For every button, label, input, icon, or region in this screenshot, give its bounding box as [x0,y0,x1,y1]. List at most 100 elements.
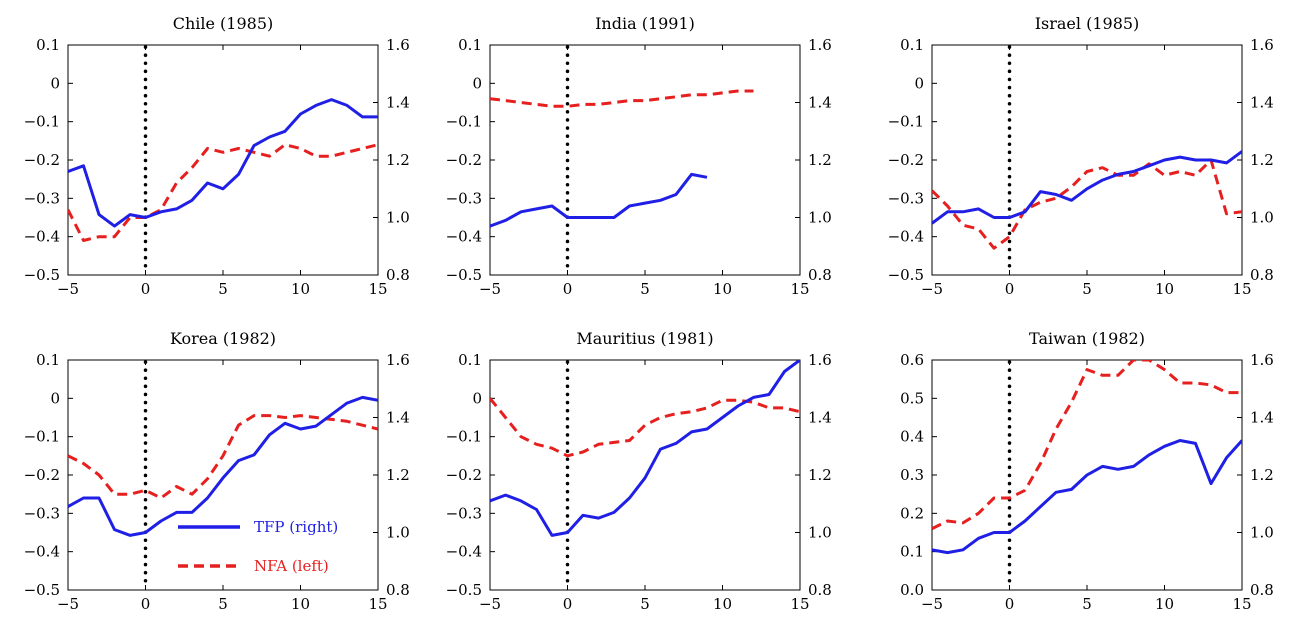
y-right-tick-label: 1.4 [386,94,410,112]
x-tick-label: 15 [368,595,387,613]
y-left-tick-label: 0 [50,74,60,92]
y-left-tick-label: −0.3 [24,189,60,207]
x-tick-label: 10 [291,595,310,613]
chart-panels: Chile (1985) −5 0 5 10 15 −0.5 −0.4 −0.3 −0.2 −0.1… [24,14,1274,613]
x-tick-label: 0 [563,595,573,613]
y-left-tick-label: −0.5 [446,581,482,599]
y-right-tick-label: 1.0 [1250,524,1274,542]
x-tick-label: 5 [640,280,650,298]
y-right-tick-label: 1.2 [1250,151,1274,169]
y-left-tick-label: 0.1 [458,36,482,54]
nfa-series-line [490,397,800,458]
y-right-tick-label: 1.2 [808,466,832,484]
y-right-tick-label: 1.2 [386,466,410,484]
x-tick-label: 5 [218,595,228,613]
y-right-tick-label: 0.8 [808,266,832,284]
tfp-series-line [490,360,800,537]
y-left-tick-label: 0.4 [900,428,924,446]
chart-panel: Israel (1985) −5 0 5 10 15 −0.5 −0.4 −0.3 −0.2 −0.… [888,14,1274,298]
x-tick-label: 15 [1232,595,1251,613]
y-left-tick-label: 0.6 [900,351,924,369]
y-left-tick-label: 0.1 [900,36,924,54]
y-left-tick-label: −0.4 [24,543,60,561]
chart-panel: Mauritius (1981) −5 0 5 10 15 −0.5 −0.4 −0.3 −0.2… [446,329,832,613]
y-left-tick-label: 0.2 [900,504,924,522]
y-left-tick-label: −0.3 [24,504,60,522]
x-tick-label: −5 [921,280,943,298]
nfa-series-line [932,360,1242,531]
y-left-tick-label: −0.4 [446,543,482,561]
chart-panel: India (1991) −5 0 5 10 15 −0.5 −0.4 −0.3 −0.2 −0.1… [446,14,832,298]
tfp-series-line [932,439,1242,555]
y-right-tick-label: 1.0 [386,209,410,227]
x-tick-label: 10 [1155,280,1174,298]
y-left-tick-label: 0.1 [458,351,482,369]
y-left-tick-label: −0.3 [446,504,482,522]
y-right-tick-label: 1.0 [808,524,832,542]
y-left-tick-label: 0 [472,389,482,407]
x-tick-label: −5 [479,280,501,298]
y-right-tick-label: 1.4 [1250,94,1274,112]
y-right-tick-label: 1.4 [386,409,410,427]
y-left-tick-label: −0.3 [446,189,482,207]
nfa-series-line [490,89,754,108]
y-right-tick-label: 0.8 [808,581,832,599]
y-right-tick-label: 1.6 [386,351,410,369]
y-right-tick-label: 0.8 [386,266,410,284]
y-left-tick-label: −0.1 [446,428,482,446]
plot-frame [489,44,801,276]
y-right-tick-label: 1.6 [808,351,832,369]
x-tick-label: 15 [1232,280,1251,298]
tfp-series-line [68,98,378,228]
y-left-tick-label: 0 [50,389,60,407]
chart-title: Chile (1985) [173,14,274,33]
y-left-tick-label: −0.1 [888,113,924,131]
x-tick-label: 0 [1005,595,1015,613]
chart-title: Taiwan (1982) [1029,329,1145,348]
x-tick-label: 10 [713,280,732,298]
y-left-tick-label: −0.3 [888,189,924,207]
y-right-tick-label: 1.2 [1250,466,1274,484]
x-tick-label: 0 [1005,280,1015,298]
y-left-tick-label: −0.1 [446,113,482,131]
x-tick-label: 5 [218,280,228,298]
chart-title: Israel (1985) [1035,14,1140,33]
y-left-tick-label: −0.4 [24,228,60,246]
y-left-tick-label: 0.1 [36,351,60,369]
x-tick-label: 0 [141,595,151,613]
y-left-tick-label: 0.1 [900,543,924,561]
x-tick-label: −5 [479,595,501,613]
x-tick-label: 5 [1082,280,1092,298]
x-tick-label: −5 [57,280,79,298]
legend: TFP (right) NFA (left) [178,518,338,575]
y-right-tick-label: 1.0 [1250,209,1274,227]
nfa-series-line [932,158,1242,250]
y-left-tick-label: −0.4 [888,228,924,246]
x-tick-label: −5 [57,595,79,613]
x-tick-label: 15 [368,280,387,298]
y-left-tick-label: −0.2 [24,151,60,169]
x-tick-label: 10 [291,280,310,298]
chart-panel: Korea (1982) −5 0 5 10 15 −0.5 −0.4 −0.3 −0.2 −0.1… [24,329,410,613]
y-left-tick-label: 0.3 [900,466,924,484]
y-right-tick-label: 1.0 [808,209,832,227]
x-tick-label: 5 [640,595,650,613]
chart-title: Mauritius (1981) [576,329,713,348]
y-right-tick-label: 1.4 [808,94,832,112]
nfa-series-line [68,143,378,242]
chart-panel: Chile (1985) −5 0 5 10 15 −0.5 −0.4 −0.3 −0.2 −0.1… [24,14,410,298]
y-right-tick-label: 1.6 [386,36,410,54]
legend-label: NFA (left) [254,557,329,575]
tfp-series-line [490,172,708,228]
y-right-tick-label: 1.2 [386,151,410,169]
legend-label: TFP (right) [254,518,338,536]
y-right-tick-label: 1.2 [808,151,832,169]
y-right-tick-label: 0.8 [1250,266,1274,284]
plot-frame [67,44,379,276]
y-right-tick-label: 1.6 [1250,36,1274,54]
y-left-tick-label: 0 [914,74,924,92]
x-tick-label: −5 [921,595,943,613]
y-right-tick-label: 1.6 [808,36,832,54]
x-tick-label: 0 [563,280,573,298]
